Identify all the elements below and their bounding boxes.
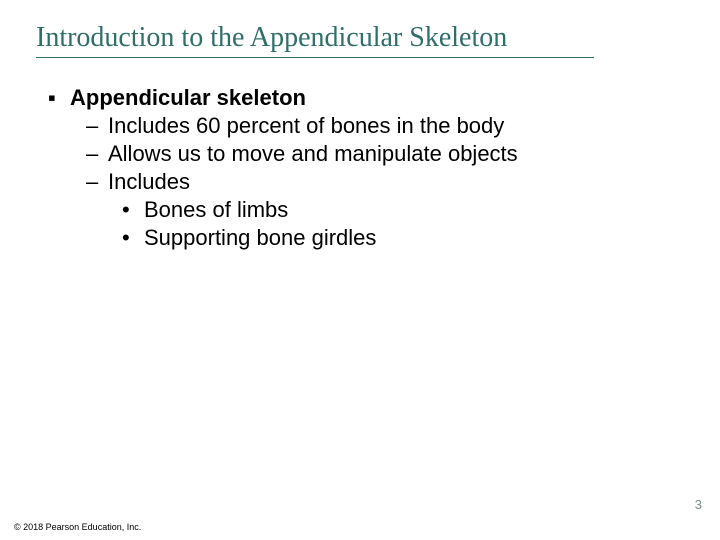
bullet-marker-dot-icon: • [122, 224, 144, 252]
bullet-marker-dot-icon: • [122, 196, 144, 224]
slide-title: Introduction to the Appendicular Skeleto… [36, 22, 507, 54]
bullet-lvl1: ▪ Appendicular skeleton [48, 84, 672, 112]
slide: Introduction to the Appendicular Skeleto… [0, 0, 720, 540]
title-underline [36, 57, 594, 58]
bullet-lvl3: • Bones of limbs [122, 196, 672, 224]
bullet-text: Appendicular skeleton [70, 84, 672, 112]
bullet-text: Includes [108, 168, 672, 196]
bullet-marker-square-icon: ▪ [48, 84, 70, 112]
bullet-lvl2: – Includes [86, 168, 672, 196]
bullet-marker-dash-icon: – [86, 168, 108, 196]
bullet-text: Allows us to move and manipulate objects [108, 140, 672, 168]
page-number: 3 [695, 497, 702, 512]
bullet-lvl2: – Allows us to move and manipulate objec… [86, 140, 672, 168]
bullet-text: Supporting bone girdles [144, 224, 672, 252]
bullet-text: Includes 60 percent of bones in the body [108, 112, 672, 140]
bullet-lvl2: – Includes 60 percent of bones in the bo… [86, 112, 672, 140]
bullet-marker-dash-icon: – [86, 140, 108, 168]
copyright-text: © 2018 Pearson Education, Inc. [14, 522, 141, 532]
bullet-lvl3: • Supporting bone girdles [122, 224, 672, 252]
bullet-marker-dash-icon: – [86, 112, 108, 140]
slide-body: ▪ Appendicular skeleton – Includes 60 pe… [48, 84, 672, 252]
bullet-text: Bones of limbs [144, 196, 672, 224]
